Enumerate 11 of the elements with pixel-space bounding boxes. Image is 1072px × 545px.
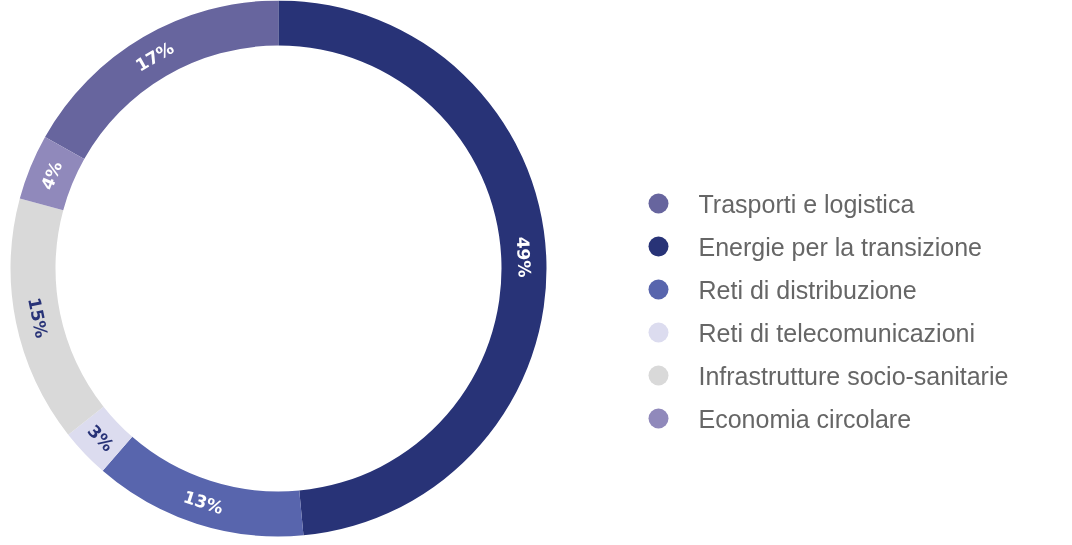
legend-label: Reti di telecomunicazioni [698,318,976,347]
legend-label: Reti di distribuzione [698,275,917,304]
data-label: 4% [36,158,67,193]
legend-label: Infrastrutture socio-sanitarie [698,361,1009,390]
data-label: 49% [512,236,535,278]
legend-label: Trasporti e logistica [698,189,915,218]
data-label: 15% [24,295,52,340]
data-label: 13% [180,486,226,518]
legend-label: Economia circolare [698,404,912,433]
data-label: 3% [83,420,119,456]
legend-label: Energie per la transizione [698,232,982,261]
